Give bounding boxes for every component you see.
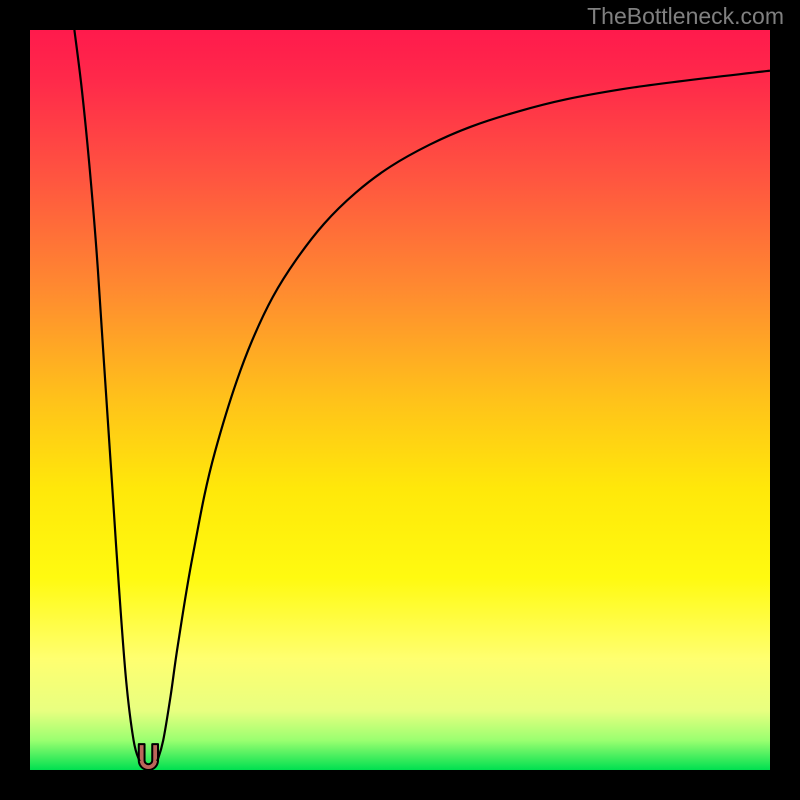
watermark-text: TheBottleneck.com (587, 3, 784, 29)
plot-gradient-background (30, 30, 770, 770)
bottleneck-chart: TheBottleneck.com (0, 0, 800, 800)
